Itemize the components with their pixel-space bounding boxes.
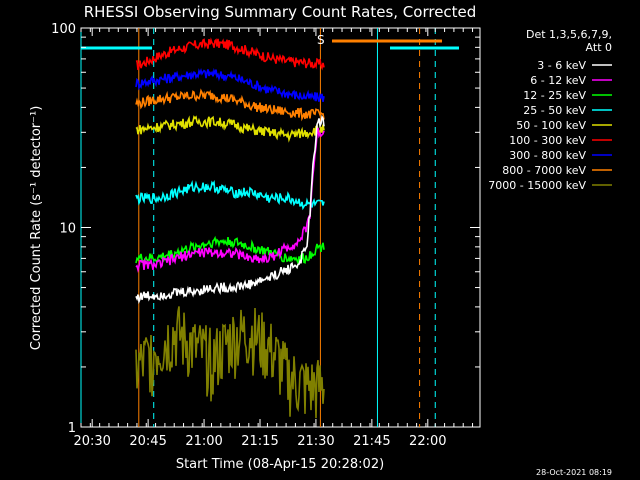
legend-label-0: 3 - 6 keV — [537, 59, 586, 72]
legend-label-1: 6 - 12 keV — [530, 74, 586, 87]
timestamp: 28-Oct-2021 08:19 — [536, 468, 612, 477]
axes: 20:30 20:45 21:00 21:15 21:30 21:45 22:00 1 10 10… — [51, 22, 480, 449]
x-tick-label-4: 21:30 — [297, 434, 334, 449]
series-line-0 — [135, 37, 325, 71]
legend-label-8: 7000 - 15000 keV — [488, 179, 586, 192]
series-line-3 — [135, 115, 325, 143]
series-group — [135, 37, 325, 419]
series-line-4 — [135, 179, 325, 211]
flag-bars — [81, 39, 459, 50]
x-tick-label-6: 22:00 — [409, 434, 446, 449]
chart-title: RHESSI Observing Summary Count Rates, Co… — [84, 3, 477, 21]
legend: 3 - 6 keV 6 - 12 keV 12 - 25 keV 25 - 50 ke… — [488, 59, 612, 192]
y-tick-label-0: 1 — [68, 421, 76, 436]
series-line-7 — [135, 114, 325, 305]
x-axis-label: Start Time (08-Apr-15 20:28:02) — [176, 457, 384, 472]
x-tick-label-2: 21:00 — [185, 434, 222, 449]
legend-label-5: 100 - 300 keV — [509, 134, 586, 147]
legend-attenuator: Att 0 — [586, 41, 612, 54]
x-tick-label-5: 21:45 — [353, 434, 390, 449]
series-line-8 — [135, 306, 325, 419]
legend-label-6: 300 - 800 keV — [509, 149, 586, 162]
legend-label-4: 50 - 100 keV — [516, 119, 586, 132]
y-tick-label-2: 100 — [51, 22, 76, 37]
series-line-2 — [135, 88, 325, 122]
flag-letter: S — [317, 33, 325, 47]
legend-label-3: 25 - 50 keV — [523, 104, 586, 117]
legend-detectors: Det 1,3,5,6,7,9, — [526, 28, 612, 41]
series-line-1 — [135, 67, 325, 102]
x-tick-label-0: 20:30 — [73, 434, 110, 449]
x-tick-label-1: 20:45 — [129, 434, 166, 449]
x-tick-label-3: 21:15 — [241, 434, 278, 449]
legend-label-7: 800 - 7000 keV — [502, 164, 586, 177]
y-axis-label: Corrected Count Rate (s⁻¹ detector⁻¹) — [29, 106, 44, 351]
y-tick-label-1: 10 — [59, 222, 76, 237]
series-line-5 — [135, 235, 325, 267]
legend-label-2: 12 - 25 keV — [523, 89, 586, 102]
series-line-6 — [135, 127, 325, 273]
